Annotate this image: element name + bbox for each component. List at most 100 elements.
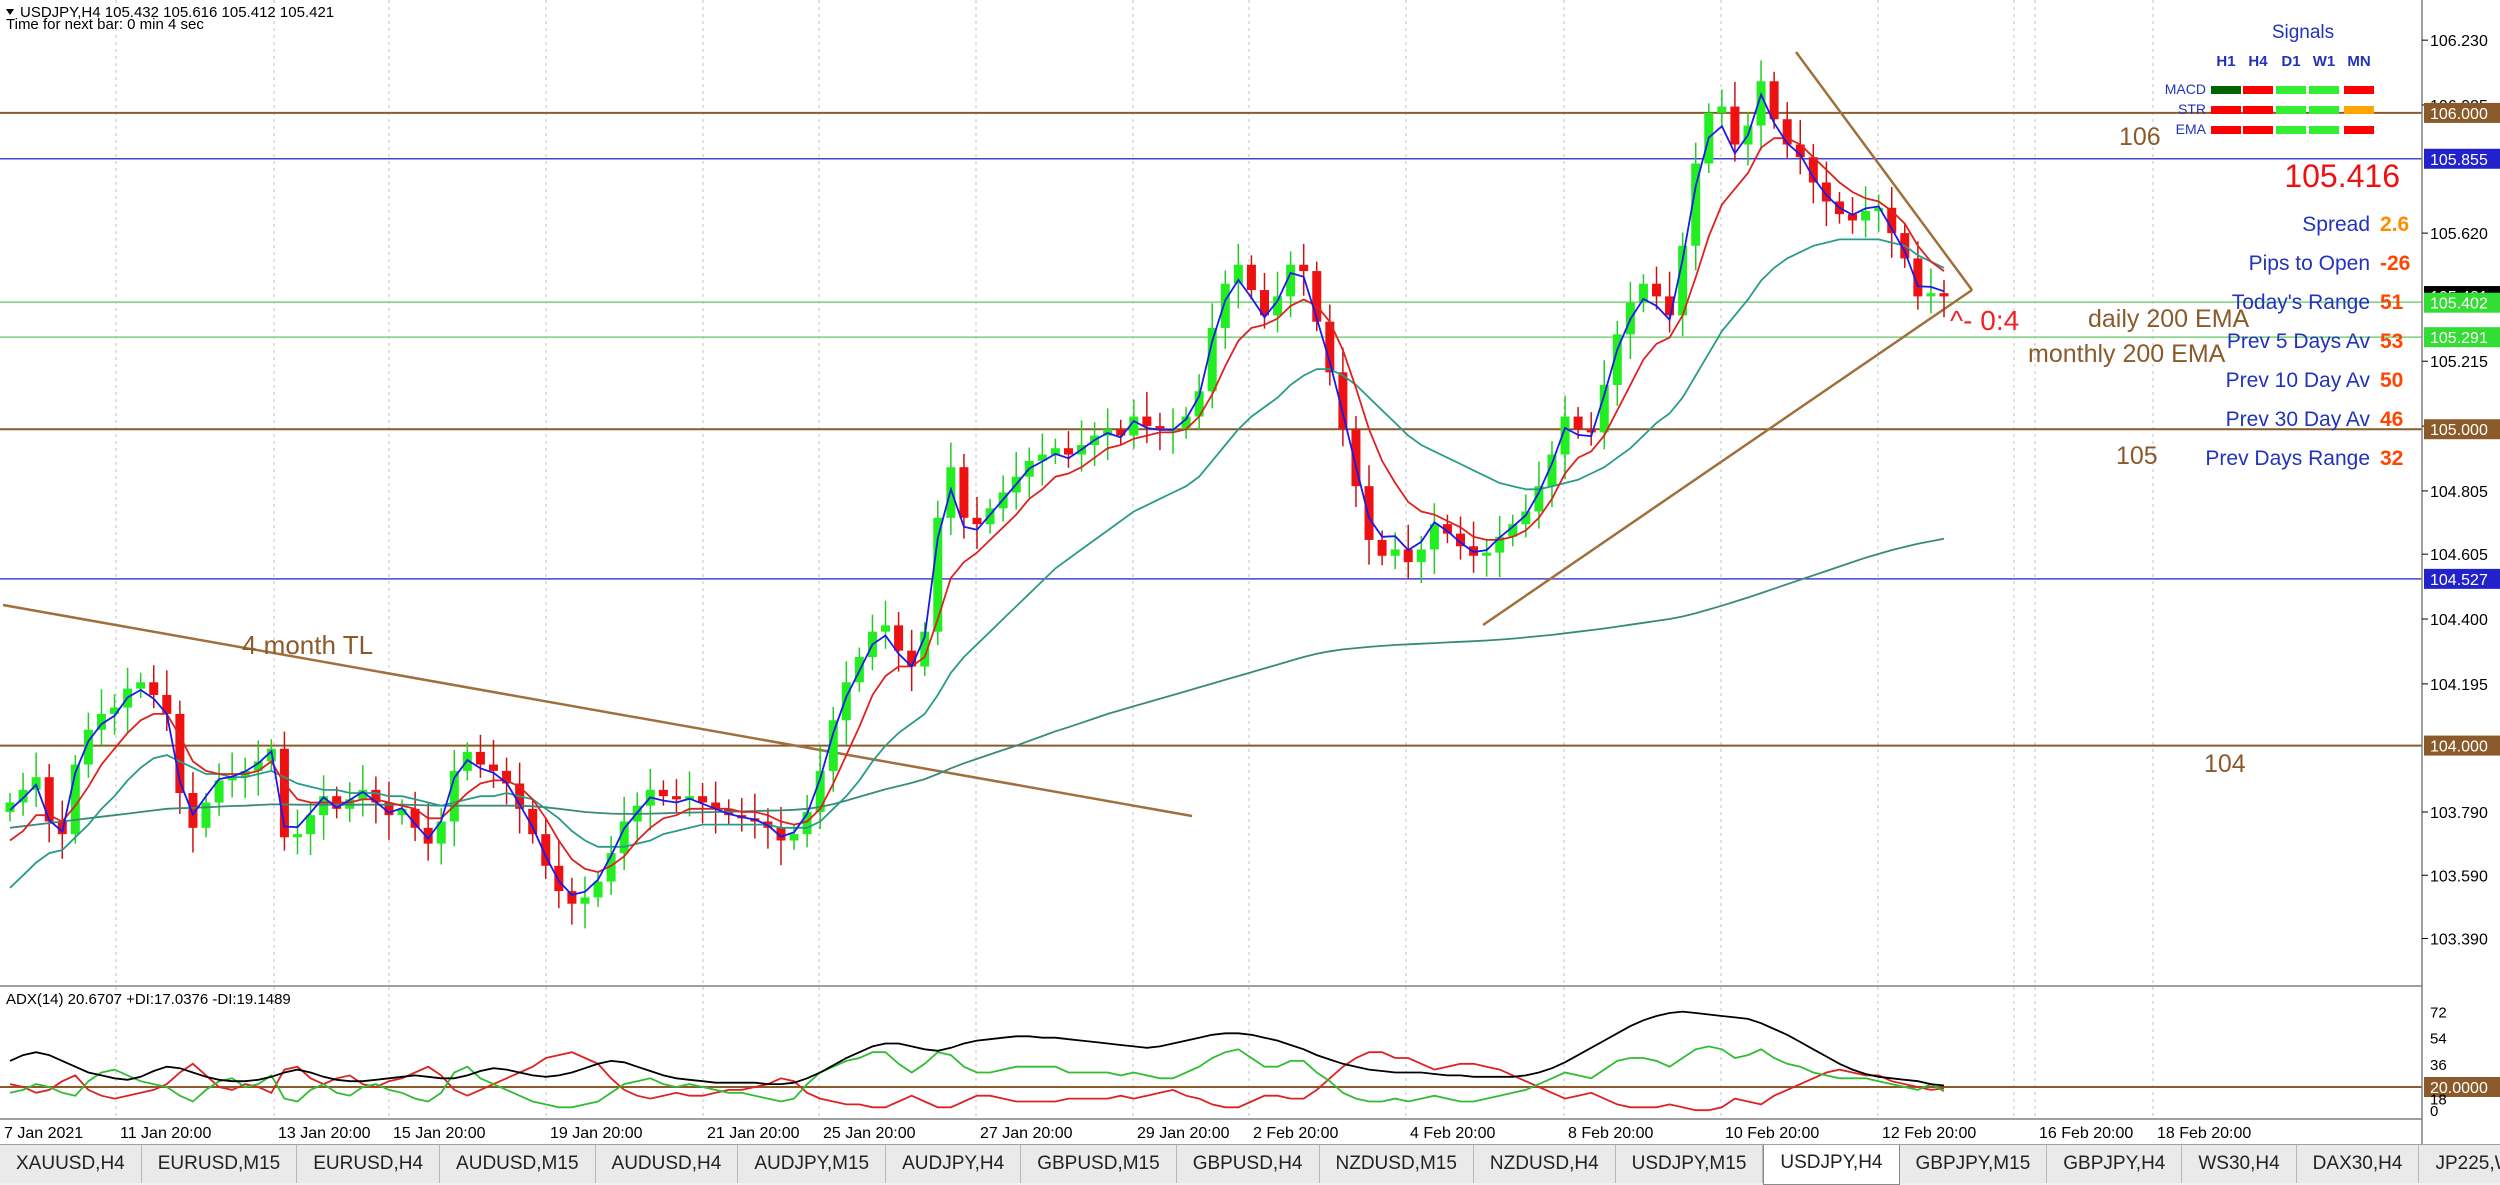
signal-cell	[2276, 86, 2306, 94]
candle-body	[1390, 549, 1400, 556]
candle-body	[1456, 533, 1465, 547]
chart-tab[interactable]: AUDJPY,M15	[738, 1145, 887, 1183]
candle-body	[1442, 524, 1452, 534]
collapse-arrow-icon[interactable]	[6, 9, 14, 15]
chart-tab[interactable]: GBPJPY,M15	[1899, 1145, 2048, 1183]
time-tick: 21 Jan 20:00	[707, 1125, 800, 1142]
chart-tab[interactable]: AUDUSD,M15	[440, 1145, 596, 1183]
price-tag-label: 105.291	[2430, 330, 2488, 347]
candle-body	[5, 802, 15, 812]
price-tag-label: 106.000	[2430, 106, 2488, 123]
symbol-info: USDJPY,H4 105.432 105.616 105.412 105.42…	[20, 4, 334, 21]
signal-cell	[2309, 126, 2339, 134]
candle-body	[1063, 448, 1073, 455]
candle-body	[1312, 271, 1322, 322]
candle-body	[1037, 454, 1047, 461]
candle-body	[1795, 144, 1805, 158]
price-tick: 106.230	[2430, 33, 2488, 50]
adx-main-line	[9, 1010, 1945, 1087]
candle-body	[1612, 334, 1622, 385]
candle-body	[1848, 214, 1858, 221]
candle-body	[1142, 416, 1152, 427]
stat-label: Spread	[2302, 213, 2370, 236]
time-tick: 27 Jan 20:00	[980, 1125, 1073, 1142]
signal-column-label: H1	[2216, 53, 2235, 70]
candle-body	[1220, 283, 1230, 329]
bar-timer: Time for next bar: 0 min 4 sec	[6, 16, 204, 33]
candle-body	[841, 682, 851, 721]
chart-tab[interactable]: EURUSD,M15	[141, 1145, 298, 1183]
chart-tab[interactable]: AUDUSD,H4	[595, 1145, 739, 1183]
candle-body	[1769, 81, 1779, 120]
candle-body	[371, 789, 381, 803]
chart-tabs: XAUUSD,H4 EURUSD,M15 EURUSD,H4 AUDUSD,M15 AU…	[0, 1144, 2500, 1185]
chart-grid	[115, 0, 2154, 1119]
candle-body	[279, 748, 289, 838]
chart-tab[interactable]: WS30,H4	[2182, 1145, 2297, 1183]
candle-body	[149, 682, 159, 695]
chart-tab[interactable]: EURUSD,H4	[297, 1145, 441, 1183]
candle-body	[1364, 486, 1374, 540]
candle-body	[815, 770, 825, 812]
time-tick: 16 Feb 20:00	[2039, 1125, 2133, 1142]
candle-body	[96, 713, 106, 730]
signal-column-label: D1	[2281, 53, 2300, 70]
stat-value: 32	[2380, 447, 2403, 470]
candle-body	[1939, 293, 1949, 297]
chart-tab[interactable]: USDJPY,M15	[1615, 1145, 1764, 1183]
chart-tab[interactable]: XAUUSD,H4	[0, 1145, 142, 1183]
adx-label: ADX(14) 20.6707 +DI:17.0376 -DI:19.1489	[6, 991, 291, 1008]
falling-trendline	[1794, 51, 1974, 291]
time-tick: 4 Feb 20:00	[1410, 1125, 1496, 1142]
candle-body	[894, 625, 904, 651]
axes: 106.230106.025105.620105.215105.010104.8…	[0, 0, 2500, 1144]
candle-body	[489, 764, 498, 771]
chart-tab[interactable]: DAX30,H4	[2296, 1145, 2420, 1183]
signal-cell	[2243, 126, 2273, 134]
candle-body	[619, 821, 629, 854]
time-tick: 18 Feb 20:00	[2157, 1125, 2251, 1142]
chart-tab[interactable]: GBPJPY,H4	[2047, 1145, 2183, 1183]
chart-tab[interactable]: NZDUSD,H4	[1473, 1145, 1616, 1183]
time-tick: 12 Feb 20:00	[1882, 1125, 1976, 1142]
candle-body	[175, 713, 185, 794]
candle-body	[1207, 328, 1217, 392]
price-tick: 104.805	[2430, 484, 2488, 501]
breakout-label: ^- 0:4	[1950, 305, 2019, 336]
candle-body	[449, 770, 459, 822]
candle-body	[593, 881, 603, 898]
moving-averages	[9, 92, 1945, 896]
candle-body	[1429, 524, 1439, 550]
candle-body	[436, 821, 446, 844]
adx-plus-di-line	[9, 1045, 1945, 1109]
candle-body	[1665, 296, 1675, 316]
chart-tab[interactable]: GBPUSD,M15	[1021, 1145, 1177, 1183]
signal-column-label: W1	[2313, 53, 2336, 70]
candle-body	[1717, 106, 1727, 113]
adx-tick: 20.0000	[2430, 1080, 2488, 1097]
candle-body	[1377, 539, 1387, 556]
candle-body	[136, 682, 146, 689]
signal-cell	[2211, 86, 2241, 94]
candle-body	[1678, 245, 1688, 316]
candle-body	[959, 467, 969, 518]
candle-body	[1638, 283, 1648, 303]
candle-body	[606, 853, 616, 882]
chart-tab[interactable]: JP225,W	[2419, 1145, 2500, 1183]
chart-tab[interactable]: USDJPY,H4	[1763, 1145, 1900, 1185]
price-tag	[2424, 735, 2500, 756]
price-tag-label: 104.527	[2430, 572, 2488, 589]
candle-body	[1233, 264, 1243, 284]
chart-tab[interactable]: GBPUSD,H4	[1176, 1145, 1320, 1183]
chart-tab[interactable]: AUDJPY,H4	[886, 1145, 1022, 1183]
trendline-label: 4 month TL	[242, 630, 373, 660]
candle-body	[1782, 119, 1792, 145]
candle-body	[1691, 163, 1701, 246]
four-month-trendline	[2, 603, 1193, 818]
candle-body	[580, 897, 590, 904]
price-tick: 105.215	[2430, 354, 2488, 371]
signal-cell	[2344, 86, 2374, 94]
candle-body	[881, 625, 891, 632]
chart-tab[interactable]: NZDUSD,M15	[1319, 1145, 1474, 1183]
